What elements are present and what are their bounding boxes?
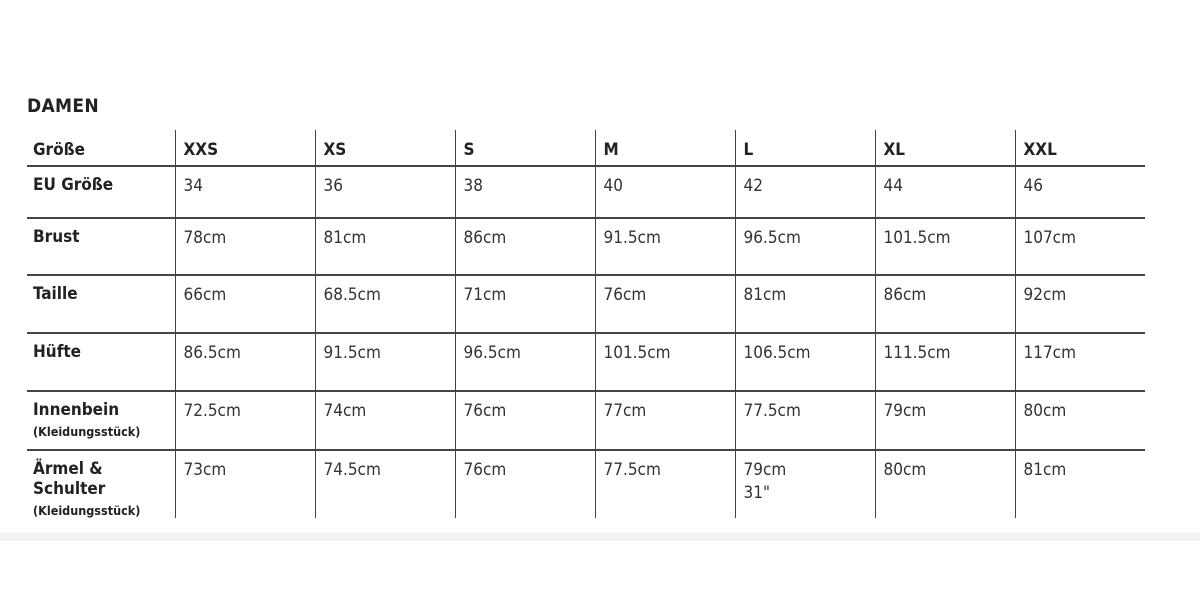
size-header-xl: XL bbox=[874, 130, 1015, 167]
table-cell: 91.5cm bbox=[314, 333, 455, 392]
size-header-xxs: XXS bbox=[174, 130, 315, 167]
table-cell: 111.5cm bbox=[874, 333, 1015, 392]
table-cell: 44 bbox=[874, 166, 1015, 219]
row-label-text: Innenbein bbox=[33, 400, 120, 420]
row-label-text: Brust bbox=[33, 227, 80, 247]
table-cell: 79cm bbox=[874, 391, 1015, 451]
table-row: Hüfte 86.5cm 91.5cm 96.5cm 101.5cm 106.5cm 111… bbox=[27, 333, 1145, 392]
section-title: DAMEN bbox=[27, 95, 99, 117]
row-label: EU Größe bbox=[27, 166, 175, 219]
table-cell: 101.5cm bbox=[594, 333, 735, 392]
table-cell: 91.5cm bbox=[594, 218, 735, 276]
table-cell: 76cm bbox=[454, 391, 595, 451]
table-cell: 107cm bbox=[1014, 218, 1145, 276]
table-cell: 101.5cm bbox=[874, 218, 1015, 276]
table-cell: 92cm bbox=[1014, 275, 1145, 334]
row-label-text: EU Größe bbox=[33, 175, 114, 195]
table-row: Brust 78cm 81cm 86cm 91.5cm 96.5cm 101.5cm 107c… bbox=[27, 218, 1145, 276]
table-cell: 34 bbox=[174, 166, 315, 219]
table-cell: 74cm bbox=[314, 391, 455, 451]
table-cell: 96.5cm bbox=[734, 218, 875, 276]
row-label: Brust bbox=[27, 218, 175, 276]
header-label: Größe bbox=[27, 130, 175, 167]
table-cell: 42 bbox=[734, 166, 875, 219]
row-label: Taille bbox=[27, 275, 175, 334]
row-label-text: Hüfte bbox=[33, 342, 82, 362]
row-label-text: Ärmel & Schulter bbox=[33, 459, 106, 499]
table-cell: 72.5cm bbox=[174, 391, 315, 451]
table-cell: 36 bbox=[314, 166, 455, 219]
table-cell: 106.5cm bbox=[734, 333, 875, 392]
size-header-s: S bbox=[454, 130, 595, 167]
table-row: Taille 66cm 68.5cm 71cm 76cm 81cm 86cm 92cm bbox=[27, 275, 1145, 334]
row-label: Innenbein (Kleidungsstück) bbox=[27, 391, 175, 451]
table-cell: 80cm bbox=[874, 450, 1015, 518]
table-cell: 66cm bbox=[174, 275, 315, 334]
table-cell: 86.5cm bbox=[174, 333, 315, 392]
table-cell: 74.5cm bbox=[314, 450, 455, 518]
table-cell: 46 bbox=[1014, 166, 1145, 219]
table-cell: 86cm bbox=[874, 275, 1015, 334]
table-cell: 81cm bbox=[314, 218, 455, 276]
table-cell: 76cm bbox=[594, 275, 735, 334]
table-cell: 77cm bbox=[594, 391, 735, 451]
header-row: Größe XXS XS S M L XL XXL bbox=[27, 130, 1145, 167]
size-chart-table: Größe XXS XS S M L XL XXL EU Größe 34 36 38 40 42 44 46… bbox=[27, 130, 1145, 518]
table-cell: 38 bbox=[454, 166, 595, 219]
table-cell: 77.5cm bbox=[594, 450, 735, 518]
table-cell: 73cm bbox=[174, 450, 315, 518]
size-header-xs: XS bbox=[314, 130, 455, 167]
row-label: Ärmel & Schulter (Kleidungsstück) bbox=[27, 450, 175, 518]
table-cell: 79cm 31" bbox=[734, 450, 875, 518]
table-cell: 80cm bbox=[1014, 391, 1145, 451]
table-cell: 40 bbox=[594, 166, 735, 219]
row-sublabel: (Kleidungsstück) bbox=[33, 503, 141, 518]
size-header-xxl: XXL bbox=[1014, 130, 1145, 167]
row-label: Hüfte bbox=[27, 333, 175, 392]
table-cell: 76cm bbox=[454, 450, 595, 518]
row-sublabel: (Kleidungsstück) bbox=[33, 424, 141, 439]
table-row: EU Größe 34 36 38 40 42 44 46 bbox=[27, 166, 1145, 219]
table-cell: 117cm bbox=[1014, 333, 1145, 392]
row-label-text: Taille bbox=[33, 284, 78, 304]
table-row: Ärmel & Schulter (Kleidungsstück) 73cm 74.5… bbox=[27, 450, 1145, 518]
size-header-m: M bbox=[594, 130, 735, 167]
table-row: Innenbein (Kleidungsstück) 72.5cm 74cm 76cm 7… bbox=[27, 391, 1145, 451]
table-cell: 71cm bbox=[454, 275, 595, 334]
size-header-l: L bbox=[734, 130, 875, 167]
table-cell: 81cm bbox=[734, 275, 875, 334]
table-cell: 81cm bbox=[1014, 450, 1145, 518]
footer-divider bbox=[0, 533, 1200, 541]
table-cell: 78cm bbox=[174, 218, 315, 276]
table-cell: 86cm bbox=[454, 218, 595, 276]
table-cell: 96.5cm bbox=[454, 333, 595, 392]
table-cell: 77.5cm bbox=[734, 391, 875, 451]
table-cell: 68.5cm bbox=[314, 275, 455, 334]
